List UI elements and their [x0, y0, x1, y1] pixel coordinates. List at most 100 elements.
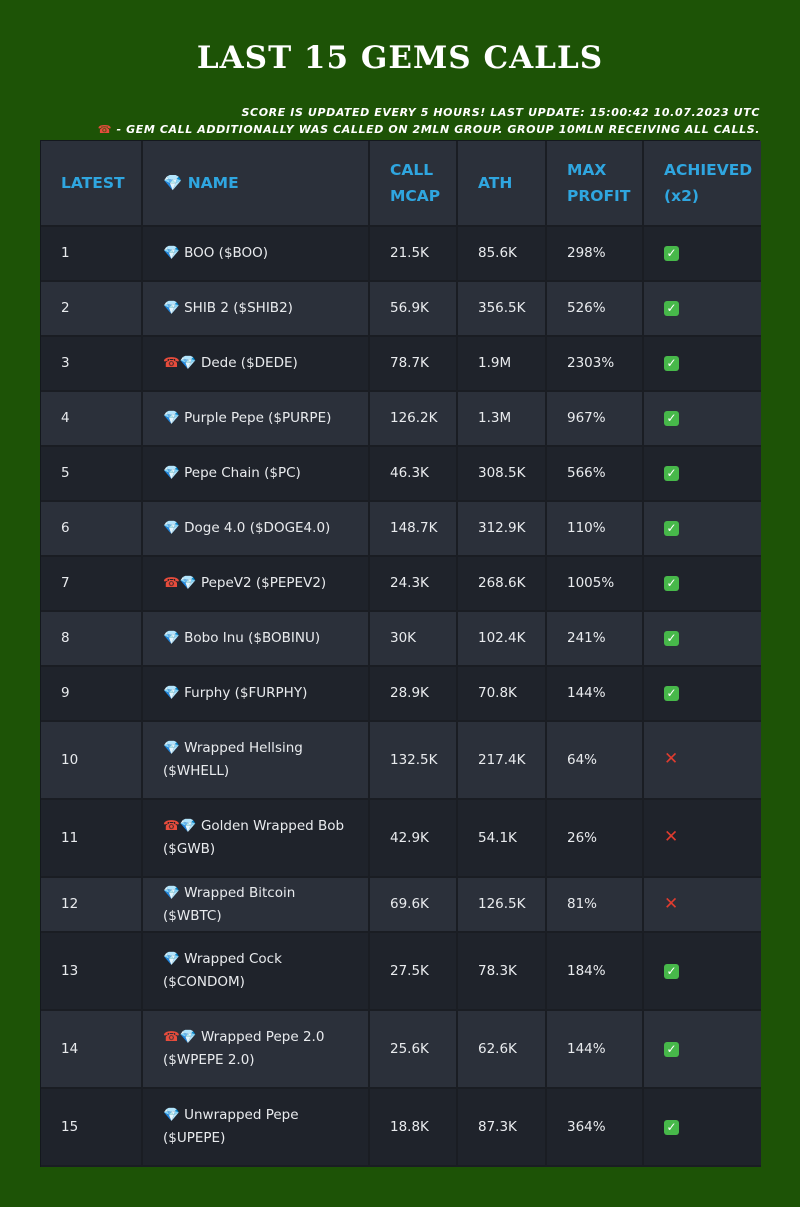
cell-max-profit: 144% — [546, 1010, 644, 1089]
cell-call-mcap: 126.2K — [369, 391, 458, 447]
gem-name: Purple Pepe ($PURPE) — [184, 410, 332, 426]
check-icon: ✓ — [664, 246, 679, 261]
gem-icon: 💎 — [163, 300, 180, 316]
table-row: 10 💎 Wrapped Hellsing ($WHELL) 132.5K 217.4… — [41, 721, 761, 800]
cell-max-profit: 526% — [546, 281, 644, 337]
cell-max-profit: 967% — [546, 391, 644, 447]
gem-name: BOO ($BOO) — [184, 245, 269, 261]
gem-name: Wrapped Hellsing ($WHELL) — [163, 740, 303, 779]
gem-icon: 💎 — [163, 465, 180, 481]
cell-latest: 8 — [41, 611, 143, 667]
cell-name: 💎 Wrapped Cock ($CONDOM) — [142, 932, 370, 1011]
check-icon: ✓ — [664, 963, 679, 979]
cell-name: 💎 Wrapped Bitcoin ($WBTC) — [142, 877, 370, 933]
legend-note: ☎ - GEM CALL ADDITIONALLY WAS CALLED ON … — [0, 123, 760, 136]
gem-icon: 💎 — [163, 1107, 180, 1123]
table-row: 11 ☎💎 Golden Wrapped Bob ($GWB) 42.9K 54.1K… — [41, 799, 761, 878]
check-icon: ✓ — [664, 521, 679, 536]
cell-max-profit: 364% — [546, 1088, 644, 1167]
cell-ath: 1.9M — [457, 336, 547, 392]
table-row: 4 💎 Purple Pepe ($PURPE) 126.2K 1.3M 967% ✓ — [41, 391, 761, 447]
cell-ath: 70.8K — [457, 666, 547, 722]
cell-achieved: ✓ — [643, 611, 761, 667]
header-call-mcap-line2: MCAP — [390, 187, 441, 205]
gem-icon: 💎 — [163, 245, 180, 261]
cell-max-profit: 298% — [546, 226, 644, 282]
cell-achieved: ✓ — [643, 501, 761, 557]
table-row: 13 💎 Wrapped Cock ($CONDOM) 27.5K 78.3K 184%… — [41, 932, 761, 1011]
cell-latest: 13 — [41, 932, 143, 1011]
header-call-mcap-line1: CALL — [390, 161, 434, 179]
cell-ath: 312.9K — [457, 501, 547, 557]
cell-call-mcap: 69.6K — [369, 877, 458, 933]
page-title: LAST 15 GEMS CALLS — [196, 40, 604, 76]
header-ath: ATH — [457, 141, 547, 227]
cell-latest: 3 — [41, 336, 143, 392]
cell-name: 💎 Unwrapped Pepe ($UPEPE) — [142, 1088, 370, 1167]
gem-name: Bobo Inu ($BOBINU) — [184, 630, 321, 646]
cell-ath: 78.3K — [457, 932, 547, 1011]
cell-call-mcap: 42.9K — [369, 799, 458, 878]
cell-achieved: ✓ — [643, 556, 761, 612]
cell-ath: 268.6K — [457, 556, 547, 612]
phone-icon: ☎ — [163, 1029, 180, 1045]
check-icon: ✓ — [664, 411, 679, 426]
cell-max-profit: 2303% — [546, 336, 644, 392]
cell-achieved: ✓ — [643, 391, 761, 447]
cell-max-profit: 110% — [546, 501, 644, 557]
cell-call-mcap: 18.8K — [369, 1088, 458, 1167]
check-icon: ✓ — [664, 686, 679, 701]
cell-name: ☎💎 Golden Wrapped Bob ($GWB) — [142, 799, 370, 878]
cell-name: ☎💎 PepeV2 ($PEPEV2) — [142, 556, 370, 612]
cell-call-mcap: 24.3K — [369, 556, 458, 612]
cell-achieved: ✓ — [643, 226, 761, 282]
gem-name: Doge 4.0 ($DOGE4.0) — [184, 520, 331, 536]
gem-name: Wrapped Bitcoin ($WBTC) — [163, 884, 296, 924]
check-icon: ✓ — [664, 1119, 679, 1135]
header-call-mcap: CALL MCAP — [369, 141, 458, 227]
header-achieved-line2: (x2) — [664, 187, 699, 205]
cell-latest: 1 — [41, 226, 143, 282]
cell-ath: 217.4K — [457, 721, 547, 800]
cell-achieved: ✓ — [643, 666, 761, 722]
cell-ath: 308.5K — [457, 446, 547, 502]
cell-ath: 62.6K — [457, 1010, 547, 1089]
gem-icon: 💎 — [179, 818, 197, 834]
cell-ath: 356.5K — [457, 281, 547, 337]
gem-icon: 💎 — [163, 884, 180, 901]
header-max-profit-line1: MAX — [567, 161, 607, 179]
cell-max-profit: 566% — [546, 446, 644, 502]
check-icon: ✓ — [664, 356, 679, 371]
table-row: 12 💎 Wrapped Bitcoin ($WBTC) 69.6K 126.5K 81… — [41, 877, 761, 933]
phone-icon: ☎ — [163, 575, 180, 591]
gem-name: Pepe Chain ($PC) — [184, 465, 301, 481]
cell-max-profit: 144% — [546, 666, 644, 722]
header-name: 💎 NAME — [142, 141, 370, 227]
cell-latest: 10 — [41, 721, 143, 800]
gems-table-container: LATEST 💎 NAME CALL MCAP ATH MAX PROFIT ACH… — [40, 140, 761, 1167]
gem-name: Unwrapped Pepe ($UPEPE) — [163, 1107, 299, 1146]
cell-ath: 87.3K — [457, 1088, 547, 1167]
cell-latest: 5 — [41, 446, 143, 502]
check-icon: ✓ — [664, 576, 679, 591]
gem-icon: 💎 — [179, 1029, 197, 1045]
cell-name: ☎💎 Dede ($DEDE) — [142, 336, 370, 392]
table-row: 9 💎 Furphy ($FURPHY) 28.9K 70.8K 144% ✓ — [41, 666, 761, 722]
cell-call-mcap: 28.9K — [369, 666, 458, 722]
cell-achieved: ✕ — [643, 877, 761, 933]
cell-max-profit: 1005% — [546, 556, 644, 612]
cell-call-mcap: 56.9K — [369, 281, 458, 337]
cell-achieved: ✕ — [643, 721, 761, 800]
table-row: 6 💎 Doge 4.0 ($DOGE4.0) 148.7K 312.9K 110% ✓ — [41, 501, 761, 557]
header-max-profit: MAX PROFIT — [546, 141, 644, 227]
header-achieved: ACHIEVED (x2) — [643, 141, 761, 227]
gem-icon: 💎 — [163, 520, 180, 536]
header-achieved-line1: ACHIEVED — [664, 161, 753, 179]
cell-achieved: ✓ — [643, 281, 761, 337]
cell-latest: 2 — [41, 281, 143, 337]
cell-achieved: ✕ — [643, 799, 761, 878]
gem-icon: 💎 — [163, 630, 180, 646]
gems-table: LATEST 💎 NAME CALL MCAP ATH MAX PROFIT ACH… — [41, 141, 761, 1167]
cell-latest: 6 — [41, 501, 143, 557]
cell-ath: 102.4K — [457, 611, 547, 667]
